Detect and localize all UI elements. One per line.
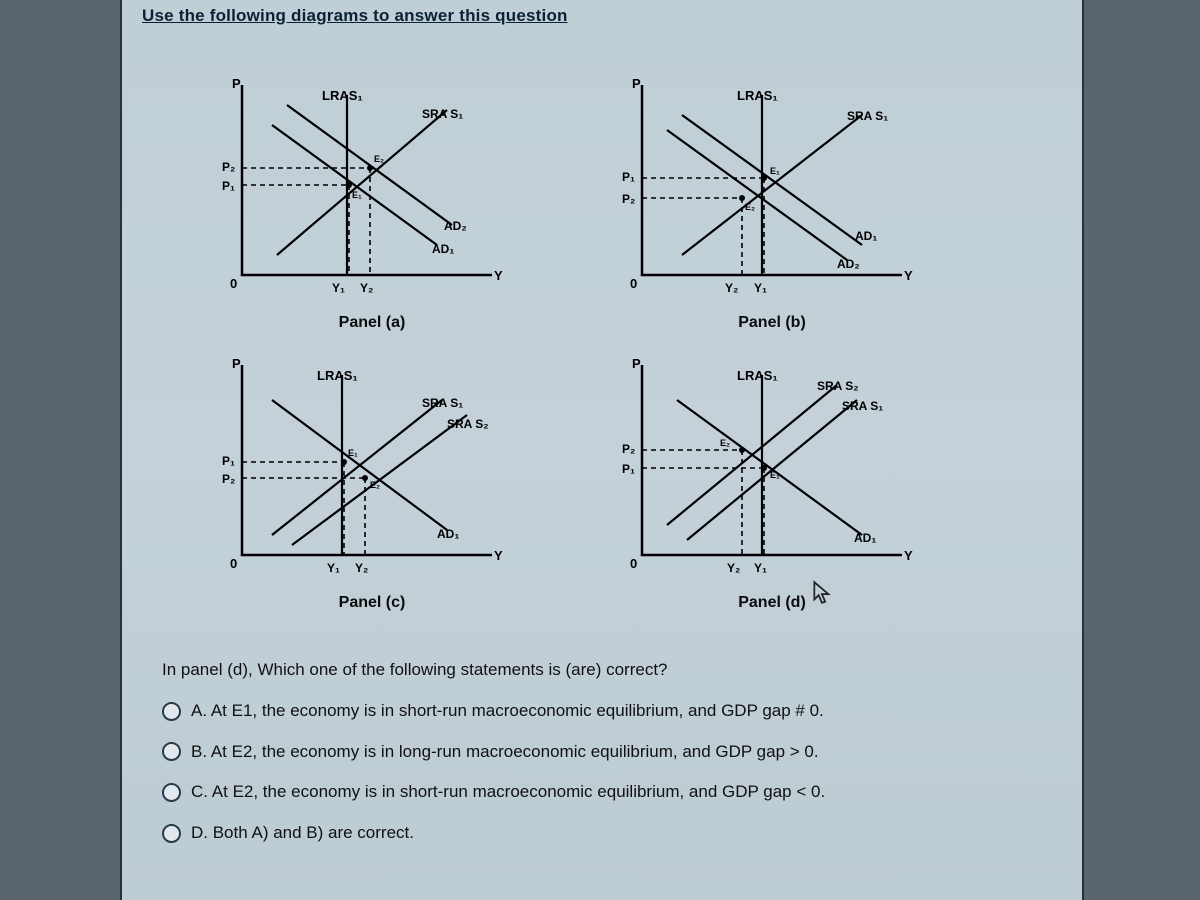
origin-label: 0: [230, 556, 237, 571]
panel-b-caption: Panel (b): [592, 314, 952, 332]
panel-c-svg: P Y 0 LRAS₁ SRA S₁ SRA S₂ AD₁ E₁: [192, 350, 552, 610]
ad1-label: AD₁: [432, 242, 454, 256]
p-axis-label: P: [632, 356, 641, 371]
panel-a: P Y 0 LRAS₁ SRA S₁ AD₁ AD₂ E₁: [192, 70, 552, 330]
panel-a-svg: P Y 0 LRAS₁ SRA S₁ AD₁ AD₂ E₁: [192, 70, 552, 330]
y2-label: Y₂: [360, 281, 373, 295]
origin-label: 0: [630, 276, 637, 291]
radio-icon[interactable]: [162, 742, 181, 761]
question-stem: In panel (d), Which one of the following…: [162, 650, 1042, 691]
section-heading: Use the following diagrams to answer thi…: [142, 6, 568, 26]
p1-label: P₁: [622, 462, 635, 476]
lras-label: LRAS₁: [737, 88, 778, 103]
p2-label: P₂: [222, 160, 235, 174]
p-axis-label: P: [632, 76, 641, 91]
origin-label: 0: [630, 556, 637, 571]
e2-label: E₂: [720, 438, 730, 448]
e1-label: E₁: [352, 190, 362, 200]
y-axis-label: Y: [904, 548, 913, 563]
lras-label: LRAS₁: [737, 368, 778, 383]
option-a[interactable]: A. At E1, the economy is in short-run ma…: [162, 691, 1042, 732]
quiz-page: Use the following diagrams to answer thi…: [120, 0, 1084, 900]
y1-label: Y₁: [327, 561, 340, 575]
y1-label: Y₁: [754, 281, 767, 295]
p2-label: P₂: [222, 472, 235, 486]
ad2-label: AD₂: [444, 219, 467, 233]
e1-label: E₁: [770, 166, 780, 176]
ad1-label: AD₁: [855, 229, 877, 243]
y2-label: Y₂: [725, 281, 738, 295]
radio-icon[interactable]: [162, 783, 181, 802]
cursor-icon: [812, 580, 834, 606]
diagram-grid: P Y 0 LRAS₁ SRA S₁ AD₁ AD₂ E₁: [192, 70, 952, 610]
y-axis-label: Y: [494, 268, 503, 283]
lras-label: LRAS₁: [322, 88, 363, 103]
sras1-label: SRA S₁: [842, 399, 883, 413]
p2-label: P₂: [622, 192, 635, 206]
panel-c-caption: Panel (c): [192, 594, 552, 612]
option-d-text: D. Both A) and B) are correct.: [191, 813, 414, 854]
e1-label: E₁: [770, 470, 780, 480]
panel-d: P Y 0 LRAS₁ SRA S₂ SRA S₁ AD₁ E₁: [592, 350, 952, 610]
option-a-text: A. At E1, the economy is in short-run ma…: [191, 691, 824, 732]
p1-label: P₁: [622, 170, 635, 184]
e2-label: E₂: [374, 154, 384, 164]
panel-c: P Y 0 LRAS₁ SRA S₁ SRA S₂ AD₁ E₁: [192, 350, 552, 610]
question-block: In panel (d), Which one of the following…: [162, 650, 1042, 854]
y1-label: Y₁: [754, 561, 767, 575]
sras1-label: SRA S₁: [422, 107, 463, 121]
lras-label: LRAS₁: [317, 368, 358, 383]
option-b[interactable]: B. At E2, the economy is in long-run mac…: [162, 732, 1042, 773]
option-c-text: C. At E2, the economy is in short-run ma…: [191, 772, 825, 813]
panel-b-svg: P Y 0 LRAS₁ SRA S₁ AD₁ AD₂ E₁: [592, 70, 952, 330]
option-d[interactable]: D. Both A) and B) are correct.: [162, 813, 1042, 854]
ad1-label: AD₁: [437, 527, 459, 541]
panel-d-svg: P Y 0 LRAS₁ SRA S₂ SRA S₁ AD₁ E₁: [592, 350, 952, 610]
ad1-label: AD₁: [854, 531, 876, 545]
panel-d-caption: Panel (d): [592, 594, 952, 612]
panel-b: P Y 0 LRAS₁ SRA S₁ AD₁ AD₂ E₁: [592, 70, 952, 330]
sras1-label: SRA S₁: [847, 109, 888, 123]
p-axis-label: P: [232, 356, 241, 371]
e1-label: E₁: [348, 448, 358, 458]
y-axis-label: Y: [494, 548, 503, 563]
option-c[interactable]: C. At E2, the economy is in short-run ma…: [162, 772, 1042, 813]
e2-label: E₂: [370, 480, 380, 490]
p1-label: P₁: [222, 454, 235, 468]
option-b-text: B. At E2, the economy is in long-run mac…: [191, 732, 819, 773]
origin-label: 0: [230, 276, 237, 291]
p1-label: P₁: [222, 179, 235, 193]
y2-label: Y₂: [727, 561, 740, 575]
radio-icon[interactable]: [162, 824, 181, 843]
panel-a-caption: Panel (a): [192, 314, 552, 332]
sras2-label: SRA S₂: [447, 417, 489, 431]
e2-label: E₂: [745, 202, 755, 212]
sras1-label: SRA S₁: [422, 396, 463, 410]
ad2-label: AD₂: [837, 257, 860, 271]
p2-label: P₂: [622, 442, 635, 456]
radio-icon[interactable]: [162, 702, 181, 721]
y2-label: Y₂: [355, 561, 368, 575]
y1-label: Y₁: [332, 281, 345, 295]
p-axis-label: P: [232, 76, 241, 91]
sras2-label: SRA S₂: [817, 379, 859, 393]
y-axis-label: Y: [904, 268, 913, 283]
